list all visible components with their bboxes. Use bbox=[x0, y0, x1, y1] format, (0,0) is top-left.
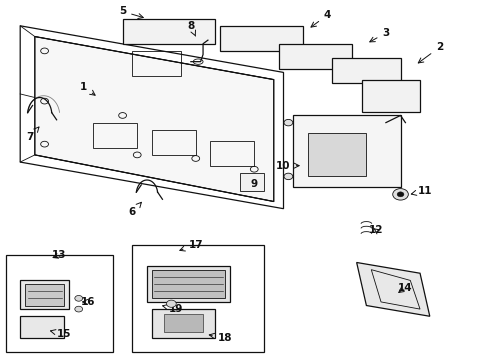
Polygon shape bbox=[278, 44, 351, 69]
Circle shape bbox=[75, 296, 82, 301]
Text: 18: 18 bbox=[209, 333, 232, 343]
Text: 14: 14 bbox=[397, 283, 412, 293]
Text: 4: 4 bbox=[310, 10, 330, 27]
Bar bbox=[307, 134, 366, 176]
Polygon shape bbox=[35, 37, 273, 202]
Polygon shape bbox=[361, 80, 419, 112]
Polygon shape bbox=[331, 58, 400, 83]
Text: 17: 17 bbox=[180, 239, 203, 251]
Bar bbox=[293, 116, 400, 187]
Bar bbox=[152, 130, 195, 155]
Text: 12: 12 bbox=[368, 225, 383, 235]
Text: 5: 5 bbox=[119, 6, 143, 18]
Text: 1: 1 bbox=[80, 82, 95, 95]
Polygon shape bbox=[122, 19, 215, 44]
Text: 2: 2 bbox=[417, 42, 442, 63]
Text: 15: 15 bbox=[50, 329, 71, 339]
Bar bbox=[152, 270, 224, 298]
Circle shape bbox=[284, 173, 292, 180]
Circle shape bbox=[396, 192, 403, 197]
Text: 9: 9 bbox=[250, 179, 257, 189]
Text: 7: 7 bbox=[26, 127, 39, 142]
Text: 6: 6 bbox=[128, 202, 141, 217]
Text: 8: 8 bbox=[187, 21, 195, 36]
Bar bbox=[132, 51, 181, 76]
Bar bbox=[93, 123, 137, 148]
Bar bbox=[132, 244, 264, 352]
Circle shape bbox=[392, 189, 407, 200]
Bar bbox=[163, 315, 203, 332]
Polygon shape bbox=[220, 26, 303, 51]
Circle shape bbox=[284, 120, 292, 126]
Text: 10: 10 bbox=[276, 161, 299, 171]
Bar bbox=[210, 140, 254, 166]
Polygon shape bbox=[20, 316, 64, 338]
Polygon shape bbox=[147, 266, 229, 302]
Text: 16: 16 bbox=[81, 297, 96, 307]
Text: 13: 13 bbox=[52, 250, 66, 260]
Bar bbox=[25, 284, 64, 306]
Text: 19: 19 bbox=[163, 304, 183, 314]
Circle shape bbox=[75, 306, 82, 312]
Text: 11: 11 bbox=[410, 186, 431, 196]
Polygon shape bbox=[152, 309, 215, 338]
Polygon shape bbox=[20, 280, 69, 309]
Polygon shape bbox=[356, 262, 429, 316]
Bar bbox=[239, 173, 264, 191]
Text: 3: 3 bbox=[369, 28, 389, 42]
Bar bbox=[5, 255, 113, 352]
Circle shape bbox=[166, 300, 176, 307]
